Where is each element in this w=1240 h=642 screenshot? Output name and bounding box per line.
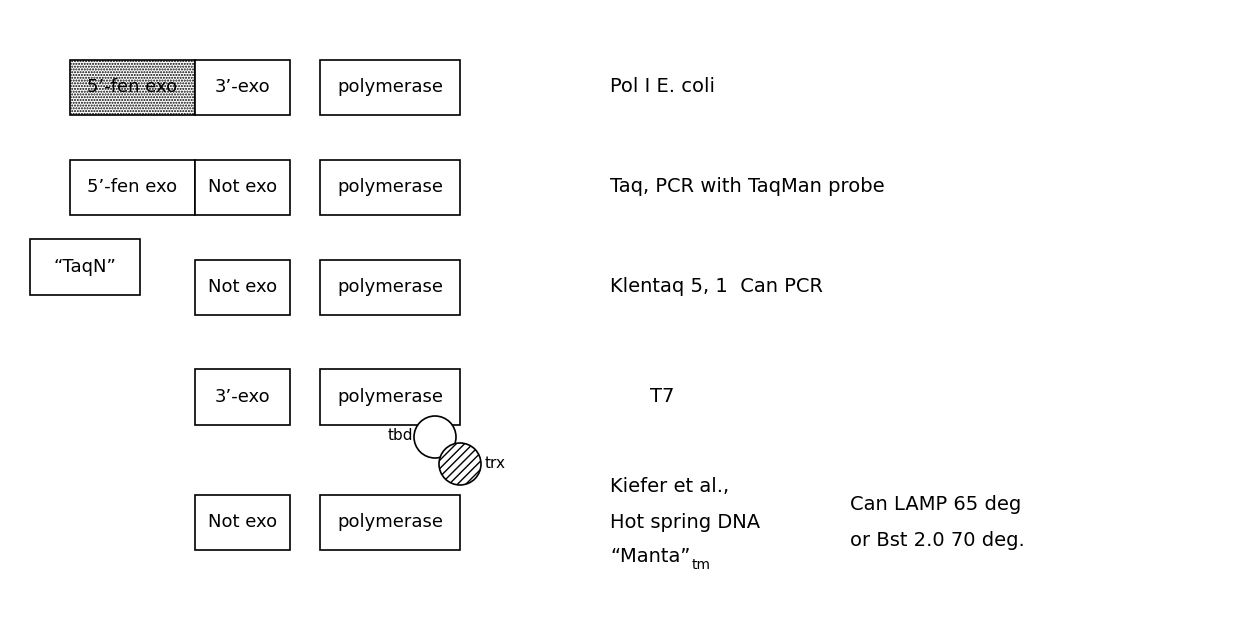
Text: T7: T7 xyxy=(650,388,675,406)
Text: polymerase: polymerase xyxy=(337,78,443,96)
Text: Not exo: Not exo xyxy=(208,278,277,296)
Text: Pol I E. coli: Pol I E. coli xyxy=(610,78,715,96)
FancyBboxPatch shape xyxy=(195,370,290,424)
Text: “TaqN”: “TaqN” xyxy=(53,258,117,276)
Text: 5’-fen exo: 5’-fen exo xyxy=(88,78,177,96)
Text: polymerase: polymerase xyxy=(337,388,443,406)
Text: Taq, PCR with TaqMan probe: Taq, PCR with TaqMan probe xyxy=(610,177,884,196)
Text: Can LAMP 65 deg: Can LAMP 65 deg xyxy=(849,494,1022,514)
Text: tbd: tbd xyxy=(387,428,413,442)
Ellipse shape xyxy=(439,443,481,485)
Text: Not exo: Not exo xyxy=(208,178,277,196)
FancyBboxPatch shape xyxy=(69,159,195,214)
Text: Klentaq 5, 1  Can PCR: Klentaq 5, 1 Can PCR xyxy=(610,277,823,297)
Text: Hot spring DNA: Hot spring DNA xyxy=(610,512,760,532)
FancyBboxPatch shape xyxy=(320,159,460,214)
FancyBboxPatch shape xyxy=(195,159,290,214)
Text: 3’-exo: 3’-exo xyxy=(215,388,270,406)
Text: polymerase: polymerase xyxy=(337,178,443,196)
Text: polymerase: polymerase xyxy=(337,278,443,296)
FancyBboxPatch shape xyxy=(320,60,460,114)
Text: 5’-fen exo: 5’-fen exo xyxy=(88,178,177,196)
FancyBboxPatch shape xyxy=(195,494,290,550)
Text: tm: tm xyxy=(692,558,711,572)
FancyBboxPatch shape xyxy=(320,259,460,315)
FancyBboxPatch shape xyxy=(320,370,460,424)
Text: polymerase: polymerase xyxy=(337,513,443,531)
Ellipse shape xyxy=(414,416,456,458)
FancyBboxPatch shape xyxy=(195,60,290,114)
Text: trx: trx xyxy=(485,456,506,471)
Text: 3’-exo: 3’-exo xyxy=(215,78,270,96)
FancyBboxPatch shape xyxy=(195,259,290,315)
FancyBboxPatch shape xyxy=(69,60,195,114)
Text: Not exo: Not exo xyxy=(208,513,277,531)
FancyBboxPatch shape xyxy=(30,239,140,295)
Text: “Manta”: “Manta” xyxy=(610,548,691,566)
Text: or Bst 2.0 70 deg.: or Bst 2.0 70 deg. xyxy=(849,530,1024,550)
Text: Kiefer et al.,: Kiefer et al., xyxy=(610,478,729,496)
FancyBboxPatch shape xyxy=(320,494,460,550)
